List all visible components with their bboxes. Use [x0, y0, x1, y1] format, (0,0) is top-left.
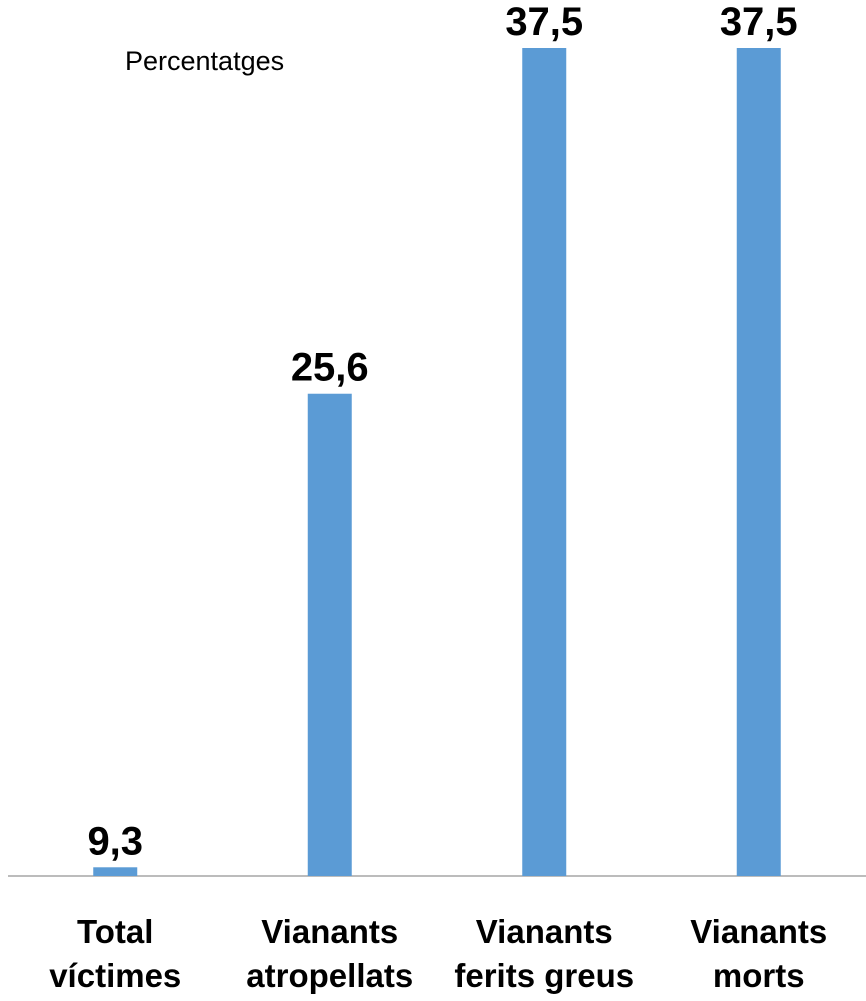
bar-3: [736, 48, 781, 876]
data-labels-group: 9,3 25,6 37,5 37,5: [87, 0, 797, 863]
category-labels-group: Total víctimes Vianants atropellats Vianants…: [49, 913, 827, 994]
category-label-2-line-1: ferits greus: [454, 957, 634, 994]
bar-2: [522, 48, 567, 876]
category-label-0-line-0: Total: [77, 913, 153, 950]
data-label-2: 37,5: [505, 0, 583, 44]
data-label-1: 25,6: [291, 346, 369, 390]
bar-1: [307, 393, 352, 876]
category-label-3-line-0: Vianants: [690, 913, 827, 950]
category-label-0-line-1: víctimes: [49, 957, 181, 994]
bars-group: [93, 48, 781, 876]
bar-0: [93, 867, 138, 876]
series-label: Percentatges: [125, 46, 284, 76]
category-label-2-line-0: Vianants: [476, 913, 613, 950]
category-label-1-line-1: atropellats: [246, 957, 413, 994]
category-label-1-line-0: Vianants: [261, 913, 398, 950]
data-label-0: 9,3: [87, 819, 143, 863]
data-label-3: 37,5: [720, 0, 798, 44]
category-label-3-line-1: morts: [713, 957, 805, 994]
